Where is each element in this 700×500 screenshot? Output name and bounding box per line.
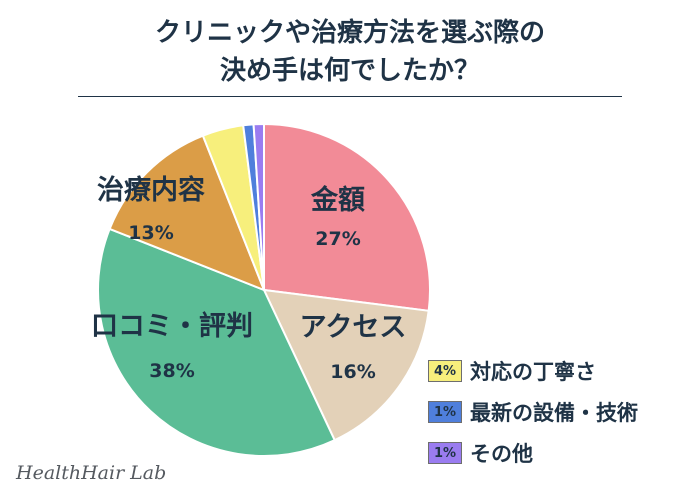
- chart-title-line2: 決め手は何でしたか？: [219, 56, 480, 86]
- chart-title: クリニックや治療方法を選ぶ際の 決め手は何でしたか？: [0, 14, 700, 90]
- legend-label-taio: 対応の丁寧さ: [470, 360, 596, 384]
- slice-name-label-3: 治療内容: [97, 174, 205, 206]
- legend-swatch-setsubi: 1%: [428, 401, 462, 423]
- slice-percent-label-3: 13%: [128, 222, 173, 244]
- legend-swatch-taio: 4%: [428, 360, 462, 382]
- legend-label-sonota: その他: [470, 442, 533, 466]
- pie-slice-2: [97, 227, 337, 457]
- title-underline: [78, 96, 622, 97]
- chart-title-line1: クリニックや治療方法を選ぶ際の: [154, 18, 545, 48]
- legend-item-sonota: 1% その他: [428, 440, 638, 466]
- pie-slice-0: [263, 122, 431, 312]
- legend-item-setsubi: 1% 最新の設備・技術: [428, 399, 638, 425]
- slice-name-label-1: アクセス: [300, 312, 407, 343]
- slice-name-label-2: 口コミ・評判: [91, 310, 253, 342]
- slice-percent-label-2: 38%: [149, 360, 194, 382]
- legend-swatch-sonota: 1%: [428, 442, 462, 464]
- brand-logo: HealthHair Lab: [16, 462, 167, 484]
- slice-percent-label-0: 27%: [315, 228, 360, 250]
- legend-label-setsubi: 最新の設備・技術: [470, 401, 638, 425]
- pie-labels: 金額 27% アクセス 16% 口コミ・評判 38% 治療内容 13%: [91, 174, 406, 383]
- slice-name-label-0: 金額: [310, 184, 365, 216]
- pie-slice-6: [252, 122, 265, 291]
- legend: 4% 対応の丁寧さ 1% 最新の設備・技術 1% その他: [428, 358, 638, 481]
- pie-slices: [97, 122, 431, 457]
- legend-item-taio: 4% 対応の丁寧さ: [428, 358, 638, 384]
- pie-slice-3: [108, 134, 266, 292]
- pie-slice-1: [262, 288, 430, 442]
- slice-percent-label-1: 16%: [330, 361, 375, 383]
